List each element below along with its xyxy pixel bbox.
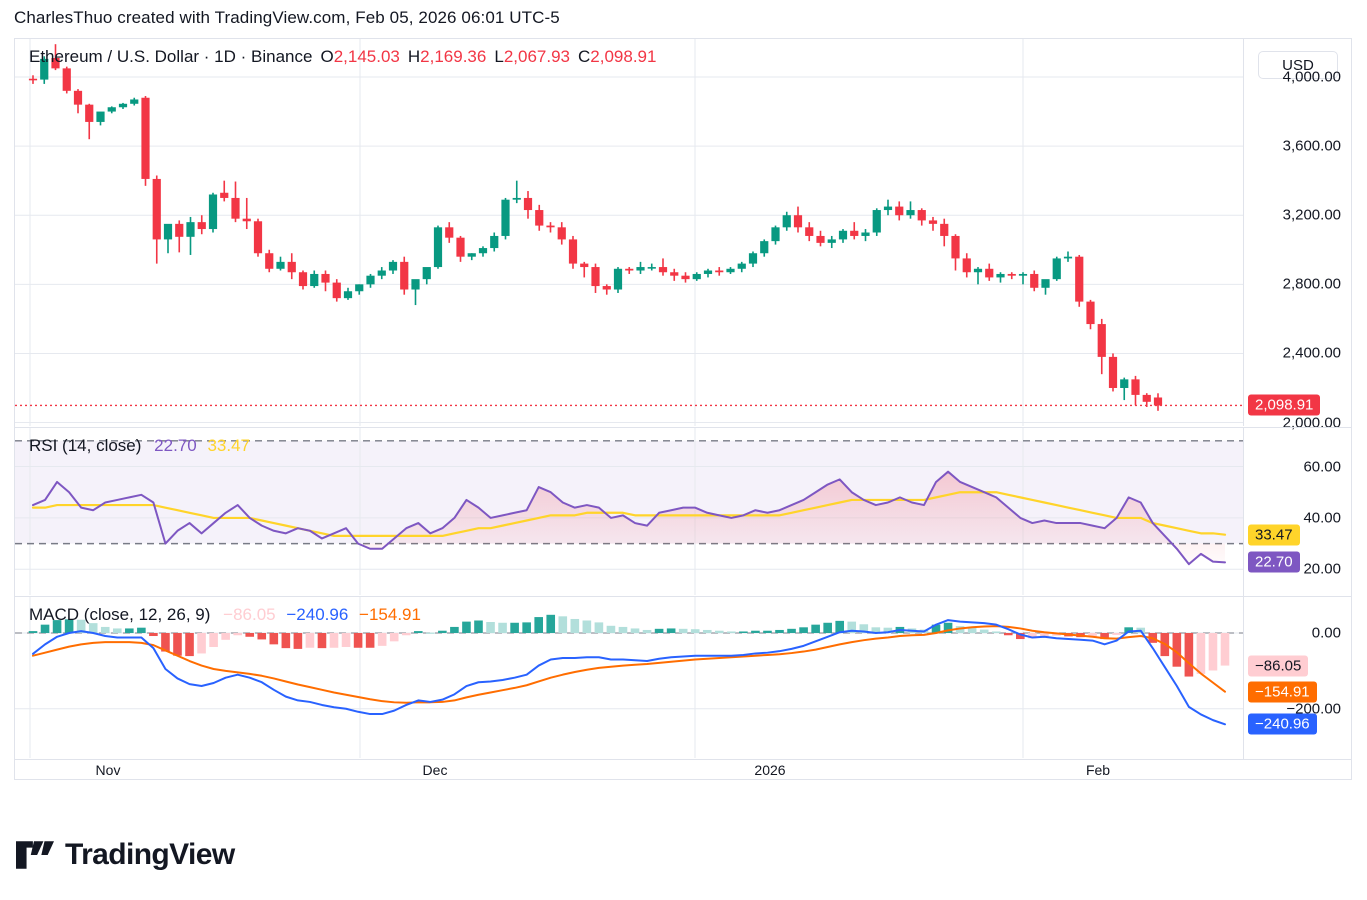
time-tick-label: Nov xyxy=(95,762,121,778)
macd-plot xyxy=(15,597,1243,759)
macd-pane: MACD (close, 12, 26, 9) −86.05 −240.96 −… xyxy=(15,596,1351,759)
symbol-label[interactable]: Ethereum / U.S. Dollar · 1D · Binance xyxy=(29,47,313,66)
rsi-value-badge: 22.70 xyxy=(1248,551,1300,573)
rsi-value-badge: 33.47 xyxy=(1248,524,1300,546)
macd-legend: MACD (close, 12, 26, 9) −86.05 −240.96 −… xyxy=(29,605,421,625)
price-tick: 2,800.00 xyxy=(1282,275,1341,293)
macd-tick: −200.00 xyxy=(1286,700,1341,718)
tradingview-logo[interactable]: TradingView xyxy=(16,838,235,872)
rsi-tick: 60.00 xyxy=(1303,458,1341,476)
ohlc-low: L2,067.93 xyxy=(494,47,570,66)
macd-value-badge: −86.05 xyxy=(1248,655,1309,677)
price-pane: Ethereum / U.S. Dollar · 1D · Binance O2,… xyxy=(15,39,1351,431)
rsi-pane: RSI (14, close) 22.70 33.47 60.00 40.00 20… xyxy=(15,427,1351,596)
macd-line-value: −240.96 xyxy=(286,605,349,624)
price-tick: 3,200.00 xyxy=(1282,206,1341,224)
macd-title[interactable]: MACD (close, 12, 26, 9) xyxy=(29,605,211,624)
price-tick: 2,400.00 xyxy=(1282,344,1341,362)
price-tick: 3,600.00 xyxy=(1282,137,1341,155)
ohlc-close: C2,098.91 xyxy=(578,47,657,66)
rsi-tick: 20.00 xyxy=(1303,560,1341,578)
rsi-value: 22.70 xyxy=(154,436,197,455)
currency-selector[interactable]: USD xyxy=(1258,51,1338,79)
price-scale[interactable]: USD 4,000.00 3,600.00 3,200.00 2,800.00 2,40… xyxy=(1243,39,1351,431)
time-tick-label: Dec xyxy=(422,762,448,778)
macd-hist-value: −86.05 xyxy=(223,605,276,624)
tradingview-wordmark: TradingView xyxy=(65,838,235,871)
price-tick: 4,000.00 xyxy=(1282,68,1341,86)
rsi-scale[interactable]: 60.00 40.00 20.00 33.47 22.70 xyxy=(1243,428,1351,596)
last-price-badge: 2,098.91 xyxy=(1248,394,1321,416)
rsi-legend: RSI (14, close) 22.70 33.47 xyxy=(29,436,250,456)
macd-scale[interactable]: 0.00 −200.00 −86.05 −154.91 −240.96 xyxy=(1243,597,1351,759)
chart-frame: Ethereum / U.S. Dollar · 1D · Binance O2,… xyxy=(14,38,1352,780)
price-legend: Ethereum / U.S. Dollar · 1D · Binance O2,… xyxy=(29,47,656,67)
time-tick-label: Feb xyxy=(1085,762,1111,778)
time-axis[interactable]: Nov Dec 2026 Feb xyxy=(15,759,1351,780)
macd-signal-value: −154.91 xyxy=(359,605,421,624)
rsi-ma-value: 33.47 xyxy=(207,436,250,455)
macd-value-badge: −240.96 xyxy=(1248,713,1317,735)
macd-tick: 0.00 xyxy=(1311,624,1341,642)
ohlc-open: O2,145.03 xyxy=(320,47,400,66)
rsi-tick: 40.00 xyxy=(1303,509,1341,527)
rsi-title[interactable]: RSI (14, close) xyxy=(29,436,142,455)
credit-line: CharlesThuo created with TradingView.com… xyxy=(14,8,560,27)
tradingview-logo-icon xyxy=(16,841,54,869)
macd-value-badge: −154.91 xyxy=(1248,681,1317,703)
price-tick: 2,000.00 xyxy=(1282,414,1341,432)
ohlc-high: H2,169.36 xyxy=(407,47,487,66)
time-tick-label: 2026 xyxy=(754,762,786,778)
rsi-plot xyxy=(15,428,1243,596)
price-plot xyxy=(15,39,1243,426)
